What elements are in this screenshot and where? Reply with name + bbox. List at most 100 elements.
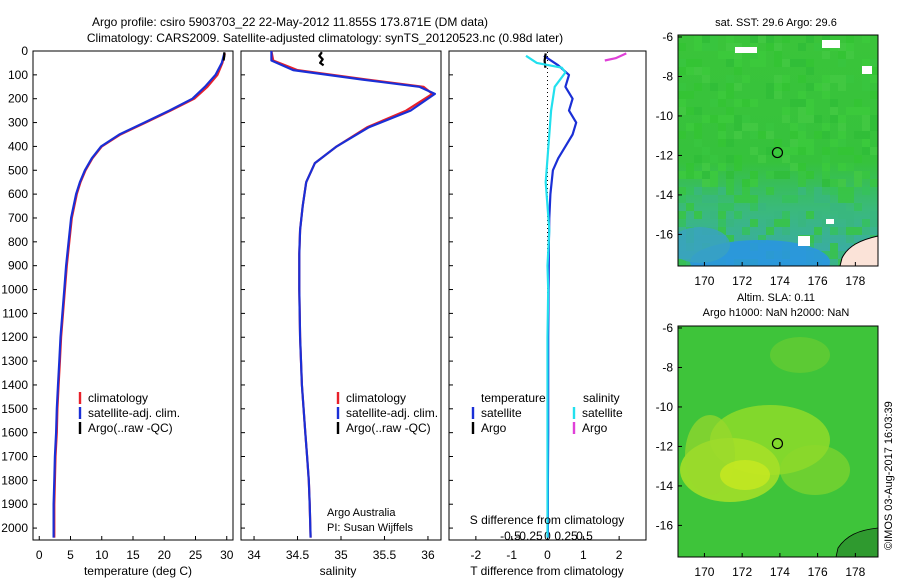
lat-tick-label: -6 [662, 30, 673, 44]
sst-cell [694, 123, 702, 131]
sst-cell [750, 195, 758, 203]
salinity-xlabel: salinity [320, 564, 357, 578]
sst-cell [846, 35, 854, 43]
sst-cell [798, 187, 806, 195]
sst-cell [806, 139, 814, 147]
sst-cell [678, 59, 686, 67]
sst-cell [702, 75, 710, 83]
sst-cell [838, 123, 846, 131]
sst-cell [782, 195, 790, 203]
sst-cell [766, 91, 774, 99]
copyright-stamp: ©IMOS 03-Aug-2017 16:03:39 [883, 401, 895, 550]
sst-cell [822, 163, 830, 171]
sla-map-panel: Altim. SLA: 0.11 Argo h1000: NaN h2000: … [656, 292, 879, 579]
sst-cell [774, 171, 782, 179]
sst-map-frame [677, 34, 879, 267]
sst-cell [870, 123, 878, 131]
sst-cell [798, 219, 806, 227]
sst-cell [846, 75, 854, 83]
sst-cell [702, 43, 710, 51]
sst-cell [870, 115, 878, 123]
sst-cell [766, 43, 774, 51]
sst-cell [718, 99, 726, 107]
sst-cell [686, 91, 694, 99]
sst-cell [830, 259, 838, 266]
sst-cell [862, 227, 870, 235]
sst-cell [854, 155, 862, 163]
sst-cell [742, 123, 750, 131]
depth-tick-label: 1600 [1, 426, 28, 440]
sst-cell [782, 107, 790, 115]
sst-cell [726, 203, 734, 211]
sst-cell [798, 99, 806, 107]
sst-cell [750, 203, 758, 211]
sla-high-patch [780, 445, 850, 495]
sst-cell [838, 83, 846, 91]
sst-cell [686, 59, 694, 67]
depth-tick-label: 1500 [1, 402, 28, 416]
sst-cell [838, 51, 846, 59]
sst-cell [846, 187, 854, 195]
salinity-series [270, 50, 436, 538]
sst-cell [678, 195, 686, 203]
x-tick-label: 25 [189, 548, 203, 562]
x-tick-label: 30 [220, 548, 234, 562]
sst-cell [734, 195, 742, 203]
sst-cell [726, 171, 734, 179]
temperature-legend: climatology satellite-adj. clim. Argo(..… [78, 391, 180, 435]
sst-cell [702, 67, 710, 75]
sst-cell [838, 203, 846, 211]
sst-cell [814, 227, 822, 235]
sst-cell [742, 227, 750, 235]
sst-cell [710, 195, 718, 203]
sst-cell [710, 43, 718, 51]
sst-cloud-gap [735, 47, 757, 53]
sst-cell [870, 67, 878, 75]
lat-tick-label: -16 [656, 518, 674, 532]
sst-cell [678, 187, 686, 195]
sst-cell [734, 99, 742, 107]
sst-cell [806, 99, 814, 107]
sst-map-ticks: 170 172 174 176 178 -6 -8 -10 -12 -14 -16 [656, 30, 866, 288]
depth-tick-label: 600 [8, 187, 28, 201]
sst-cell [782, 75, 790, 83]
sst-cell [734, 211, 742, 219]
sst-cell [782, 35, 790, 43]
sst-cell [758, 131, 766, 139]
sst-cell [830, 107, 838, 115]
depth-tick-label: 200 [8, 92, 28, 106]
sst-cell [750, 99, 758, 107]
sst-cell [686, 67, 694, 75]
sst-cell [790, 163, 798, 171]
difference-xlabel: T difference from climatology [470, 564, 624, 578]
sst-cell [838, 195, 846, 203]
sla-high-core [720, 460, 770, 490]
x-tick-label: -1 [506, 548, 517, 562]
sst-cell [694, 107, 702, 115]
sst-cell [846, 51, 854, 59]
lat-tick-label: -16 [656, 227, 674, 241]
sst-cell [734, 51, 742, 59]
sst-cell [726, 51, 734, 59]
sst-cell [806, 107, 814, 115]
sst-cell [678, 91, 686, 99]
sst-cell [710, 35, 718, 43]
sla-map-subtitle: Argo h1000: NaN h2000: NaN [703, 307, 850, 319]
lon-tick-label: 178 [845, 274, 865, 288]
header-subtitle: Climatology: CARS2009. Satellite-adjuste… [87, 31, 563, 45]
sst-cell [726, 75, 734, 83]
sst-cell [686, 259, 694, 266]
sst-cell [814, 187, 822, 195]
series-salinity-argo-line [604, 52, 627, 62]
sst-cell [726, 187, 734, 195]
sst-cell [814, 235, 822, 243]
depth-tick-label: 0 [21, 44, 28, 58]
temperature-panel: 0100200300400500600700800900100011001200… [1, 44, 453, 578]
sst-cell [806, 83, 814, 91]
sst-cell [806, 211, 814, 219]
sst-cell [814, 211, 822, 219]
sst-cell [782, 155, 790, 163]
sst-cell [766, 131, 774, 139]
x-tick-label: 20 [158, 548, 172, 562]
